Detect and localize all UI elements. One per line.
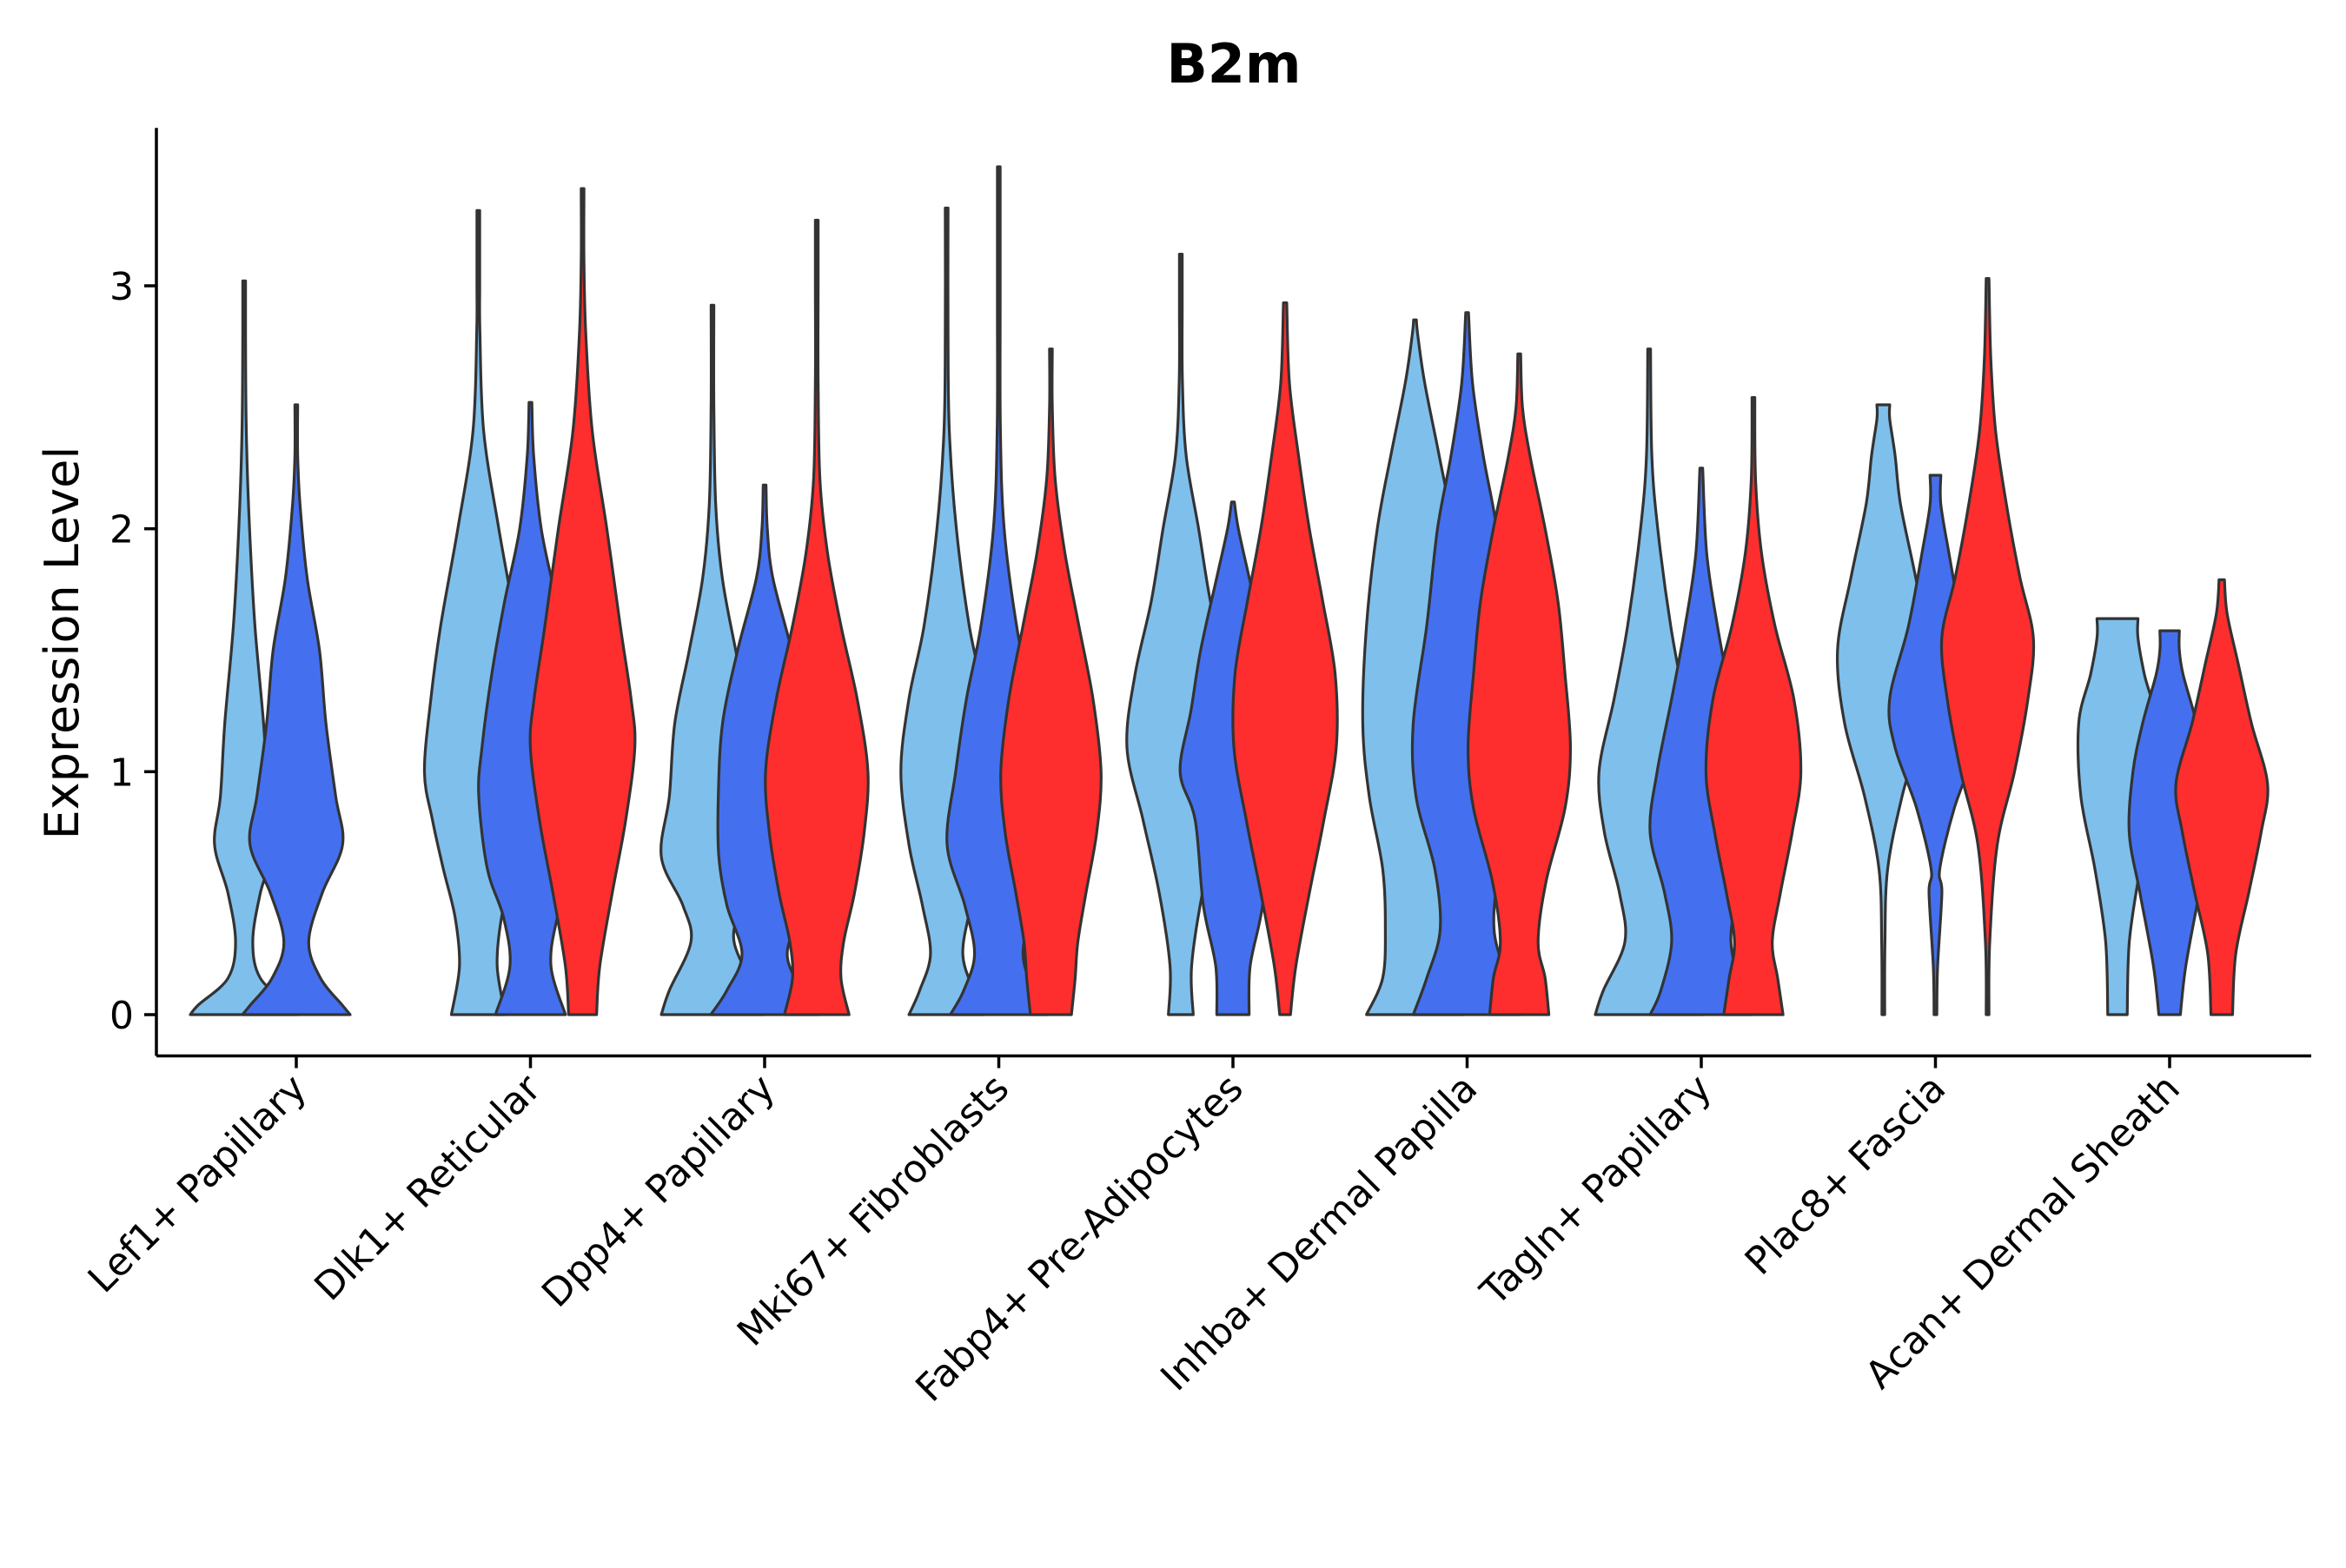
- x-tick-label: Dlk1+ Reticular: [306, 1066, 550, 1310]
- violin-mki67-fibroblasts-group-c: [999, 347, 1103, 1016]
- y-axis-label: Expression Level: [35, 447, 89, 840]
- violin-plac8-fascia-group-a: [1835, 403, 1932, 1016]
- violin-acan-dermal-sheath-group-c: [2174, 578, 2270, 1016]
- y-tick-label: 1: [109, 751, 134, 795]
- x-tick-label: Lef1+ Papillary: [80, 1066, 315, 1301]
- x-tick-label: Plac8+ Fascia: [1737, 1066, 1955, 1284]
- violin-tagln-papillary-group-c: [1704, 396, 1803, 1016]
- y-tick-label: 0: [109, 994, 134, 1038]
- x-tick-label: Dpp4+ Papillary: [533, 1066, 784, 1316]
- chart-title: B2m: [1167, 32, 1302, 96]
- violin-lef1-papillary-group-b: [241, 403, 352, 1016]
- y-tick-label: 3: [109, 265, 134, 309]
- y-tick-label: 2: [109, 508, 134, 552]
- violin-dpp4-papillary-group-c: [764, 218, 870, 1016]
- violin-plac8-fascia-group-c: [1939, 277, 2036, 1016]
- violin-dlk1-reticular-group-c: [528, 187, 637, 1016]
- violins-layer: [189, 165, 2270, 1016]
- violin-fabp4-pre-adipocytes-group-c: [1231, 301, 1339, 1016]
- violin-inhba-dermal-papilla-group-c: [1467, 352, 1572, 1016]
- x-tick-label: Tagln+ Papillary: [1472, 1066, 1720, 1314]
